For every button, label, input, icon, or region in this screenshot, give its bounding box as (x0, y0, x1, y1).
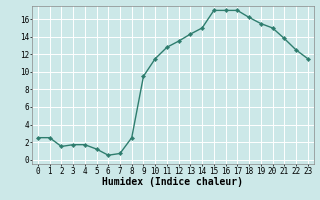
X-axis label: Humidex (Indice chaleur): Humidex (Indice chaleur) (102, 177, 243, 187)
